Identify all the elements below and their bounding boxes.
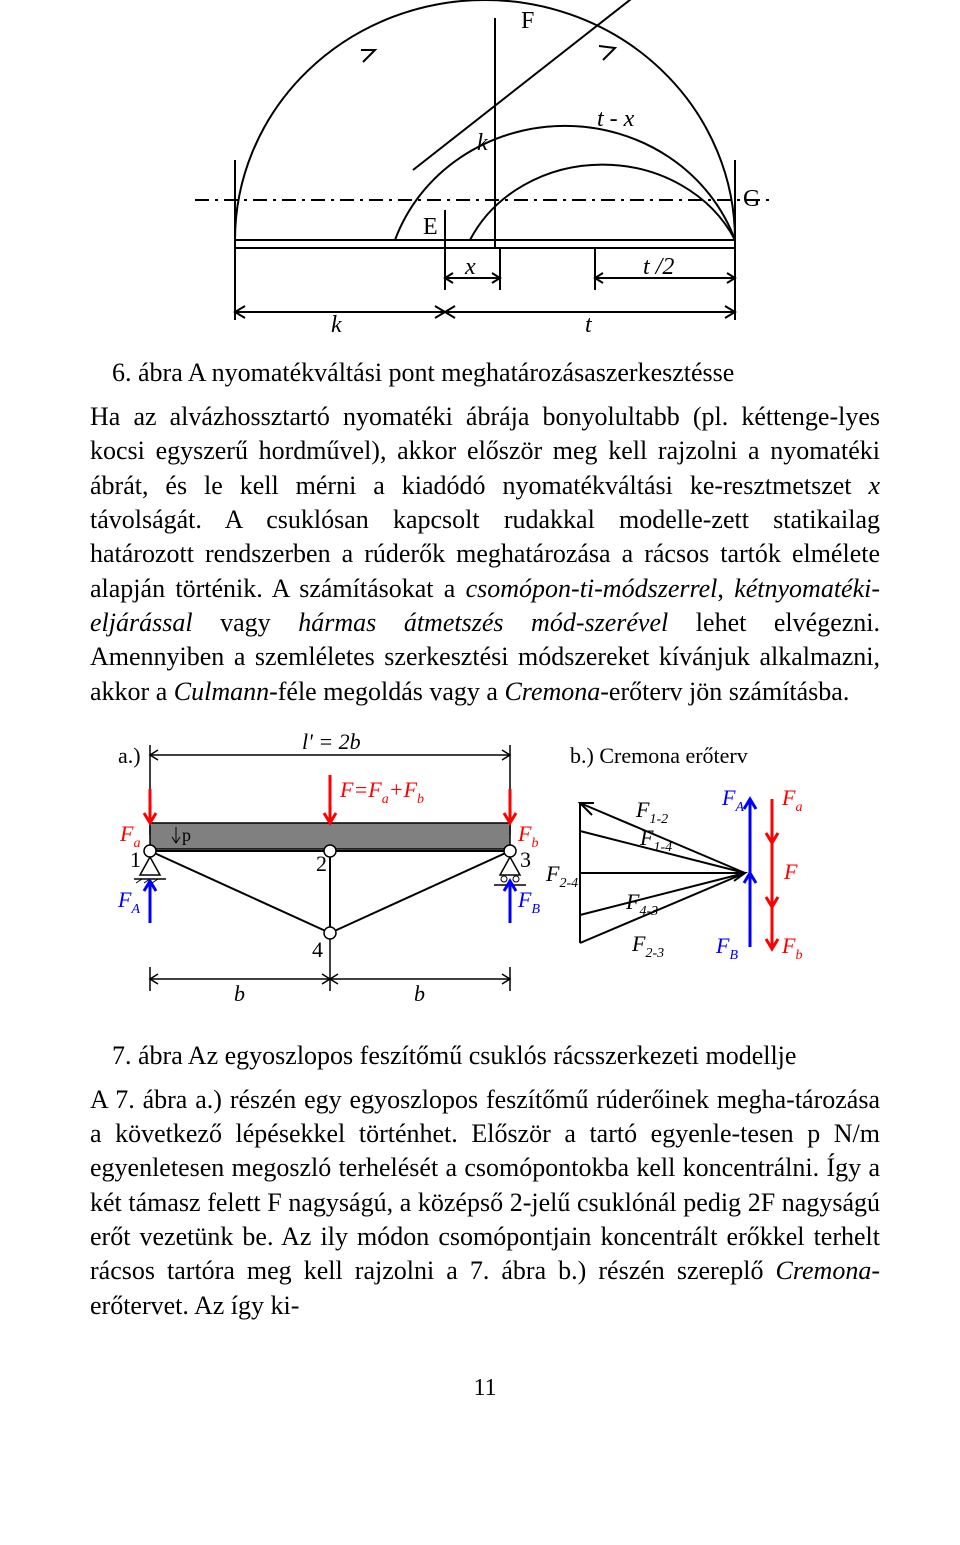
p1-c1: , [717, 574, 734, 603]
fig7b-F43: F4-3 [625, 889, 658, 919]
fig7b-Fa: Fa [781, 785, 802, 815]
figure-7a-svg: a.) l' = 2b p [90, 723, 540, 1023]
paragraph-2: A 7. ábra a.) részén egy egyoszlopos fes… [90, 1083, 880, 1323]
fig6-label-thalf: t /2 [643, 254, 674, 280]
p1-i5: Cremona [504, 677, 600, 706]
fig6-label-tmx: t - x [597, 106, 635, 132]
page-number: 11 [90, 1375, 880, 1402]
p1-c2: vagy [193, 608, 299, 637]
fig7b-Fb: Fb [781, 933, 802, 963]
p2-seg1: A 7. ábra a.) részén egy egyoszlopos fes… [90, 1085, 880, 1286]
fig7a-p: p [182, 825, 191, 845]
figure-6-svg: F k t - x E G x t /2 k t [195, 0, 775, 340]
fig7a-n3: 3 [520, 847, 531, 872]
fig6-label-x: x [464, 254, 476, 280]
fig7b-F14: F1-4 [639, 825, 672, 855]
p1-x: x [868, 471, 880, 500]
fig7a-F: F=Fa+Fb [339, 777, 424, 807]
figure-7b-svg: b.) Cremona erőterv [540, 723, 860, 1023]
fig7a-b1: b [234, 981, 245, 1006]
fig7b-F12: F1-2 [635, 797, 668, 827]
fig6-label-G: G [743, 186, 760, 212]
fig7a-FB: FB [517, 887, 540, 917]
paragraph-1: Ha az alvázhossztartó nyomatéki ábrája b… [90, 400, 880, 709]
fig7a-n1: 1 [130, 847, 141, 872]
fig7b-label-b: b.) Cremona erőterv [570, 743, 748, 768]
fig7b-FA: FA [721, 785, 744, 815]
p1-c5: -erőterv jön számításba. [600, 677, 849, 706]
fig6-label-k: k [477, 130, 488, 156]
fig7b-F24: F2-4 [545, 861, 578, 891]
fig7a-b2: b [414, 981, 425, 1006]
fig6-label-F: F [521, 8, 534, 34]
p1-c4: -féle megoldás vagy a [269, 677, 504, 706]
fig7b-F23: F2-3 [631, 931, 664, 961]
fig7b-Fmid: F [783, 859, 798, 884]
figure-6-caption: 6. ábra A nyomatékváltási pont meghatáro… [90, 358, 880, 388]
p1-i4: Culmann [174, 677, 269, 706]
fig6-label-k2: k [331, 312, 342, 338]
fig7a-n2: 2 [316, 851, 327, 876]
p1-i3: hármas átmetszés mód-szerével [298, 608, 668, 637]
fig7a-label-a: a.) [118, 743, 141, 768]
figure-7-caption: 7. ábra Az egyoszlopos feszítőmű csuklós… [90, 1041, 880, 1071]
fig7b-FB: FB [715, 933, 738, 963]
p2-i: Cremona [776, 1256, 872, 1285]
fig7a-n4: 4 [312, 937, 323, 962]
fig7a-FA: FA [117, 887, 140, 917]
p1-i1: csomópon-ti-módszerrel [466, 574, 718, 603]
p1-seg1: Ha az alvázhossztartó nyomatéki ábrája b… [90, 402, 880, 500]
fig6-label-t: t [585, 312, 593, 338]
fig7a-l2b: l' = 2b [302, 729, 361, 754]
fig6-label-E: E [423, 214, 438, 240]
